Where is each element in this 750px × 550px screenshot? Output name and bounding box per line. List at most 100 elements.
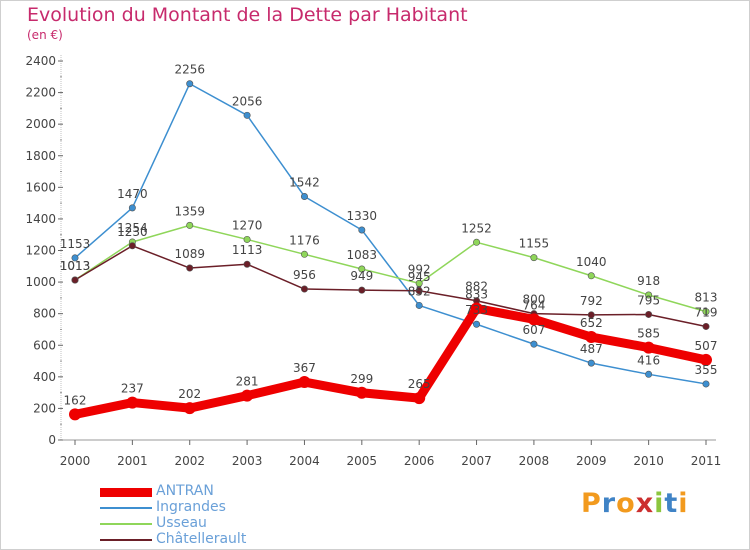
data-label: 355: [695, 363, 718, 377]
data-label: 800: [522, 293, 545, 307]
data-point: [585, 331, 598, 344]
data-point: [702, 380, 710, 388]
x-tick-label: 2003: [232, 454, 263, 468]
data-point: [243, 235, 251, 243]
data-label: 719: [695, 305, 718, 319]
x-tick-label: 2004: [289, 454, 320, 468]
x-tick-label: 2009: [576, 454, 607, 468]
legend-label: ANTRAN: [156, 483, 214, 499]
data-label: 1330: [347, 209, 378, 223]
data-point: [642, 341, 655, 354]
x-tick-label: 2001: [117, 454, 148, 468]
data-label: 852: [408, 284, 431, 298]
data-point: [473, 320, 481, 328]
data-point: [128, 242, 136, 250]
x-tick-label: 2007: [461, 454, 492, 468]
x-tick-label: 2002: [174, 454, 205, 468]
data-label: 792: [580, 294, 603, 308]
data-label: 607: [522, 323, 545, 337]
y-tick-label: 600: [33, 338, 56, 352]
data-label: 1040: [576, 255, 607, 269]
data-point: [527, 313, 540, 326]
y-tick-label: 2000: [25, 117, 56, 131]
data-label: 949: [350, 269, 373, 283]
data-label: 833: [465, 287, 488, 301]
data-point: [530, 340, 538, 348]
x-tick-label: 2008: [519, 454, 550, 468]
data-label: 992: [408, 262, 431, 276]
series-line-usseau: [74, 224, 707, 313]
data-point: [186, 264, 194, 272]
data-point: [300, 285, 308, 293]
data-labels-layer: 162 237 202 281 367 299 265 833 764 652 585 507 1153…: [60, 63, 718, 408]
data-label: 585: [637, 327, 660, 341]
data-label: 1176: [289, 233, 320, 247]
data-label: 1252: [461, 221, 492, 235]
data-label: 652: [580, 316, 603, 330]
y-tick-label: 800: [33, 307, 56, 321]
data-point: [413, 392, 426, 405]
data-label: 299: [350, 372, 373, 386]
data-point: [473, 238, 481, 246]
data-label: 1113: [232, 243, 263, 257]
data-point: [702, 322, 710, 330]
data-label: 918: [637, 274, 660, 288]
data-point: [415, 287, 423, 295]
data-label: 1013: [60, 259, 91, 273]
y-tick-label: 2200: [25, 86, 56, 100]
data-point: [358, 265, 366, 273]
chart-axes: 0 200 400 600 800 1000 1200 1400 1600 1800 2000 220…: [25, 54, 721, 468]
data-point: [355, 386, 368, 399]
data-point: [700, 353, 712, 366]
data-label: 764: [522, 298, 545, 312]
data-point: [587, 359, 595, 367]
data-label: 416: [637, 353, 660, 367]
data-label: 237: [121, 382, 144, 396]
legend-swatch: [100, 523, 152, 525]
data-label: 956: [293, 268, 316, 282]
y-tick-label: 1800: [25, 149, 56, 163]
data-point: [645, 370, 653, 378]
data-label: 487: [580, 342, 603, 356]
series-line-antran: [70, 303, 711, 419]
data-label: 507: [695, 339, 718, 353]
data-label: 882: [465, 280, 488, 294]
series-layer: [69, 80, 712, 421]
data-label: 281: [236, 375, 259, 389]
chart-title: Evolution du Montant de la Dette par Hab…: [27, 4, 468, 26]
data-label: 1089: [174, 247, 205, 261]
data-point: [470, 302, 483, 315]
data-label: 202: [178, 387, 201, 401]
data-label: 2056: [232, 94, 263, 108]
y-tick-label: 400: [33, 370, 56, 384]
data-label: 367: [293, 361, 316, 375]
data-point: [183, 402, 196, 415]
y-tick-label: 1600: [25, 180, 56, 194]
x-tick-label: 2006: [404, 454, 435, 468]
x-tick-label: 2010: [633, 454, 664, 468]
data-point: [415, 301, 423, 309]
data-label: 945: [408, 270, 431, 284]
y-tick-label: 1200: [25, 244, 56, 258]
series-line-châtellerault: [74, 245, 707, 328]
data-label: 813: [695, 291, 718, 305]
data-point: [645, 310, 653, 318]
data-point: [587, 311, 595, 319]
data-point: [702, 308, 710, 316]
data-point: [186, 221, 194, 229]
data-label: 1359: [174, 204, 205, 218]
data-label: 1270: [232, 218, 263, 232]
data-point: [71, 276, 79, 284]
y-tick-label: 2400: [25, 54, 56, 68]
y-tick-label: 200: [33, 401, 56, 415]
data-point: [243, 111, 251, 119]
y-tick-label: 1400: [25, 212, 56, 226]
data-label: 795: [637, 293, 660, 307]
data-point: [530, 254, 538, 262]
data-label: 1083: [347, 248, 378, 262]
data-point: [358, 226, 366, 234]
x-tick-label: 2005: [347, 454, 378, 468]
legend-label: Ingrandes: [156, 499, 226, 515]
legend-label: Usseau: [156, 515, 207, 531]
